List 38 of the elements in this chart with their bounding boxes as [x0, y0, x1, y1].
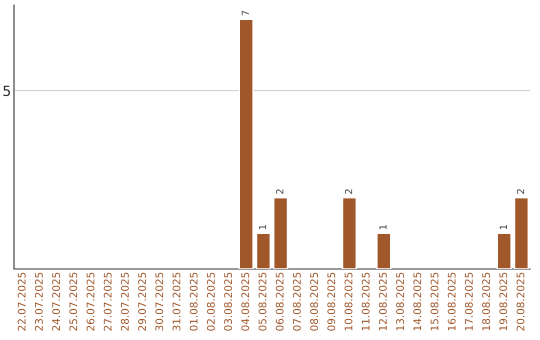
data-label: 2 [344, 189, 352, 194]
x-tick-label: 11.08.2025 [362, 272, 370, 330]
x-tick-label: 16.08.2025 [448, 272, 456, 330]
x-tick-label: 20.08.2025 [516, 272, 524, 331]
x-tick-label: 08.08.2025 [310, 272, 318, 331]
data-label: 1 [258, 224, 266, 230]
x-tick-label: 15.08.2025 [430, 272, 438, 330]
data-label: 1 [500, 224, 507, 230]
x-tick-label: 31.07.2025 [172, 272, 180, 331]
x-tick-label: 27.07.2025 [104, 272, 112, 331]
x-tick-label: 17.08.2025 [464, 272, 473, 330]
x-tick-label: 28.07.2025 [120, 272, 129, 331]
x-tick-label: 07.08.2025 [292, 272, 301, 331]
x-tick-label: 02.08.2025 [206, 272, 215, 331]
data-label: 2 [276, 189, 284, 194]
x-tick-label: 25.07.2025 [69, 272, 78, 331]
x-tick-label: 05.08.2025 [258, 272, 266, 331]
x-tick-label: 19.08.2025 [499, 272, 508, 330]
data-label: 7 [242, 10, 249, 16]
x-tick-label: 22.07.2025 [18, 272, 26, 331]
x-tick-label: 30.07.2025 [155, 272, 164, 331]
x-tick-label: 13.08.2025 [396, 272, 404, 330]
data-label: 2 [516, 189, 524, 194]
x-tick-label: 24.07.2025 [52, 272, 60, 331]
x-tick-label: 12.08.2025 [378, 272, 387, 330]
x-tick-label: 18.08.2025 [482, 272, 490, 330]
x-tick-label: 04.08.2025 [241, 272, 250, 331]
x-tick-label: 14.08.2025 [413, 272, 422, 330]
x-tick-label: 23.07.2025 [34, 272, 43, 331]
data-label: 1 [379, 224, 386, 230]
x-tick-label: 26.07.2025 [86, 272, 94, 331]
x-tick-label: 06.08.2025 [276, 272, 284, 331]
y-tick-label: 5 [3, 86, 10, 96]
x-tick-label: 10.08.2025 [344, 272, 352, 330]
x-tick-label: 09.08.2025 [327, 272, 336, 331]
x-tick-label: 01.08.2025 [190, 272, 198, 331]
x-tick-label: 03.08.2025 [224, 272, 232, 331]
x-tick-label: 29.07.2025 [138, 272, 146, 331]
